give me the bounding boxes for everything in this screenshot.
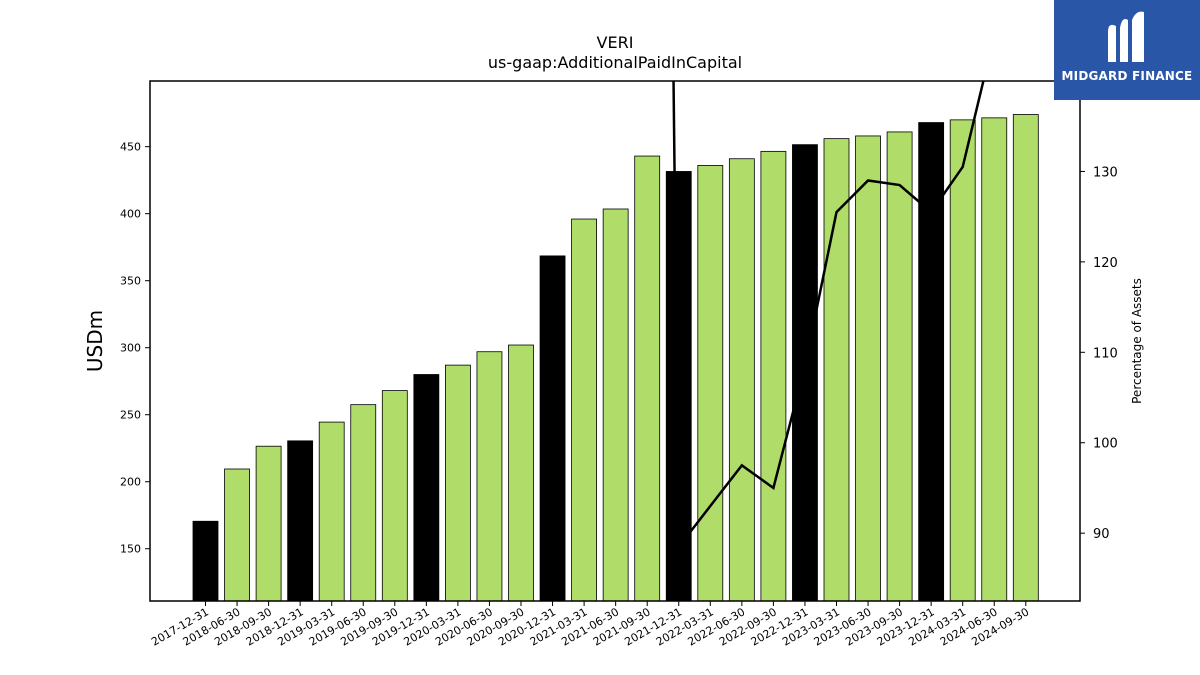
bar (287, 440, 314, 602)
y2-tick-label: 110 (1093, 346, 1118, 361)
logo-text: MIDGARD FINANCE (1061, 69, 1193, 83)
y-tick-label: 150 (120, 543, 141, 556)
bar (413, 374, 440, 602)
bar (571, 218, 597, 602)
bar (634, 155, 661, 602)
line-group (672, 81, 985, 551)
bar (1012, 114, 1039, 602)
bar (949, 119, 976, 602)
left-axis: 150 200 250 300 350 400 450 (120, 141, 150, 556)
chart-title: VERI (597, 33, 634, 52)
ratio-line (672, 81, 985, 551)
bar (823, 138, 850, 602)
logo: MIDGARD FINANCE (1054, 0, 1200, 100)
bar (886, 131, 913, 602)
bar (539, 255, 566, 602)
bar (981, 117, 1008, 602)
bar (444, 364, 471, 602)
y-tick-label: 450 (120, 141, 141, 154)
y-tick-label: 350 (120, 275, 141, 288)
bar (381, 390, 408, 602)
y-axis-label: USDm (83, 310, 107, 372)
bar (792, 144, 818, 602)
bar (476, 351, 503, 602)
y-tick-label: 200 (120, 476, 141, 489)
y-tick-label: 250 (120, 409, 141, 422)
y2-tick-label: 130 (1093, 165, 1118, 180)
right-axis: 90 100 110 120 130 (1080, 165, 1118, 542)
bar (224, 468, 250, 602)
bar (728, 158, 755, 602)
bar (350, 404, 377, 602)
bar (855, 135, 881, 602)
y2-tick-label: 100 (1093, 437, 1118, 452)
y-tick-label: 300 (120, 342, 141, 355)
x-axis: 2017-12-312018-06-302018-09-302018-12-31… (149, 601, 1031, 649)
bar (918, 122, 945, 602)
plot-frame (149, 80, 1081, 602)
y2-axis-label: Percentage of Assets (1130, 278, 1144, 404)
bar (318, 421, 345, 602)
chart-subtitle: us-gaap:AdditionalPaidInCapital (488, 53, 742, 72)
bar (760, 150, 787, 602)
y-tick-label: 400 (120, 208, 141, 221)
y2-tick-label: 120 (1093, 256, 1118, 271)
bar (602, 208, 629, 602)
bar (192, 520, 219, 602)
bar (697, 165, 724, 602)
y2-tick-label: 90 (1093, 527, 1110, 542)
logo-mark-icon (1108, 11, 1144, 62)
bar (508, 344, 534, 602)
bar (255, 445, 282, 602)
bars-group (192, 114, 1039, 602)
